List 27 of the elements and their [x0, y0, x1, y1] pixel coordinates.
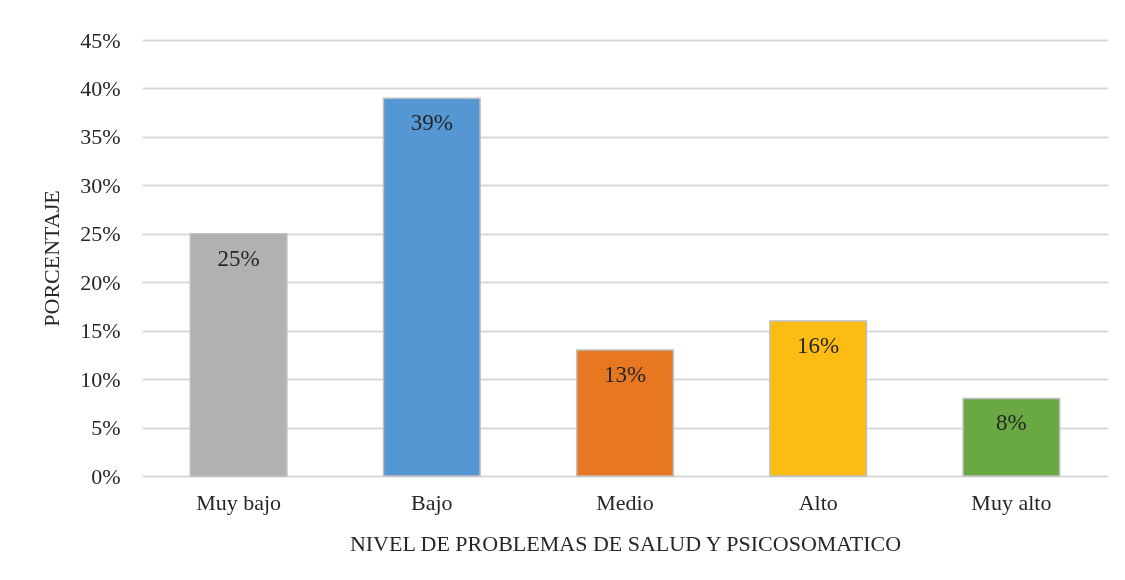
y-tick-label: 10% — [80, 366, 121, 392]
y-tick-label: 15% — [80, 318, 121, 344]
y-tick-label: 25% — [80, 221, 121, 247]
bar — [382, 97, 481, 477]
x-axis-title: NIVEL DE PROBLEMAS DE SALUD Y PSICOSOMATICO — [349, 530, 902, 556]
y-tick-label: 30% — [80, 172, 121, 198]
y-tick-label: 40% — [80, 75, 121, 101]
bar — [575, 349, 675, 477]
data-label: 16% — [797, 332, 840, 358]
y-tick-label: 5% — [91, 415, 121, 441]
x-tick-label: Alto — [798, 489, 838, 515]
x-tick-label: Muy bajo — [196, 489, 282, 515]
x-tick-label: Muy alto — [971, 489, 1052, 515]
y-tick-label: 20% — [80, 269, 121, 295]
bar — [962, 397, 1061, 477]
bar — [769, 320, 868, 477]
data-label: 25% — [217, 245, 260, 271]
data-label: 8% — [996, 410, 1027, 436]
y-tick-label: 35% — [80, 124, 121, 150]
y-tick-label: 0% — [91, 463, 121, 489]
x-tick-label: Bajo — [411, 489, 453, 515]
data-label: 39% — [410, 110, 453, 136]
y-tick-label: 45% — [80, 27, 121, 53]
data-label: 13% — [603, 362, 647, 388]
bar — [189, 233, 288, 477]
y-axis-title: PORCENTAJE — [39, 190, 65, 327]
x-tick-label: Medio — [596, 489, 654, 515]
